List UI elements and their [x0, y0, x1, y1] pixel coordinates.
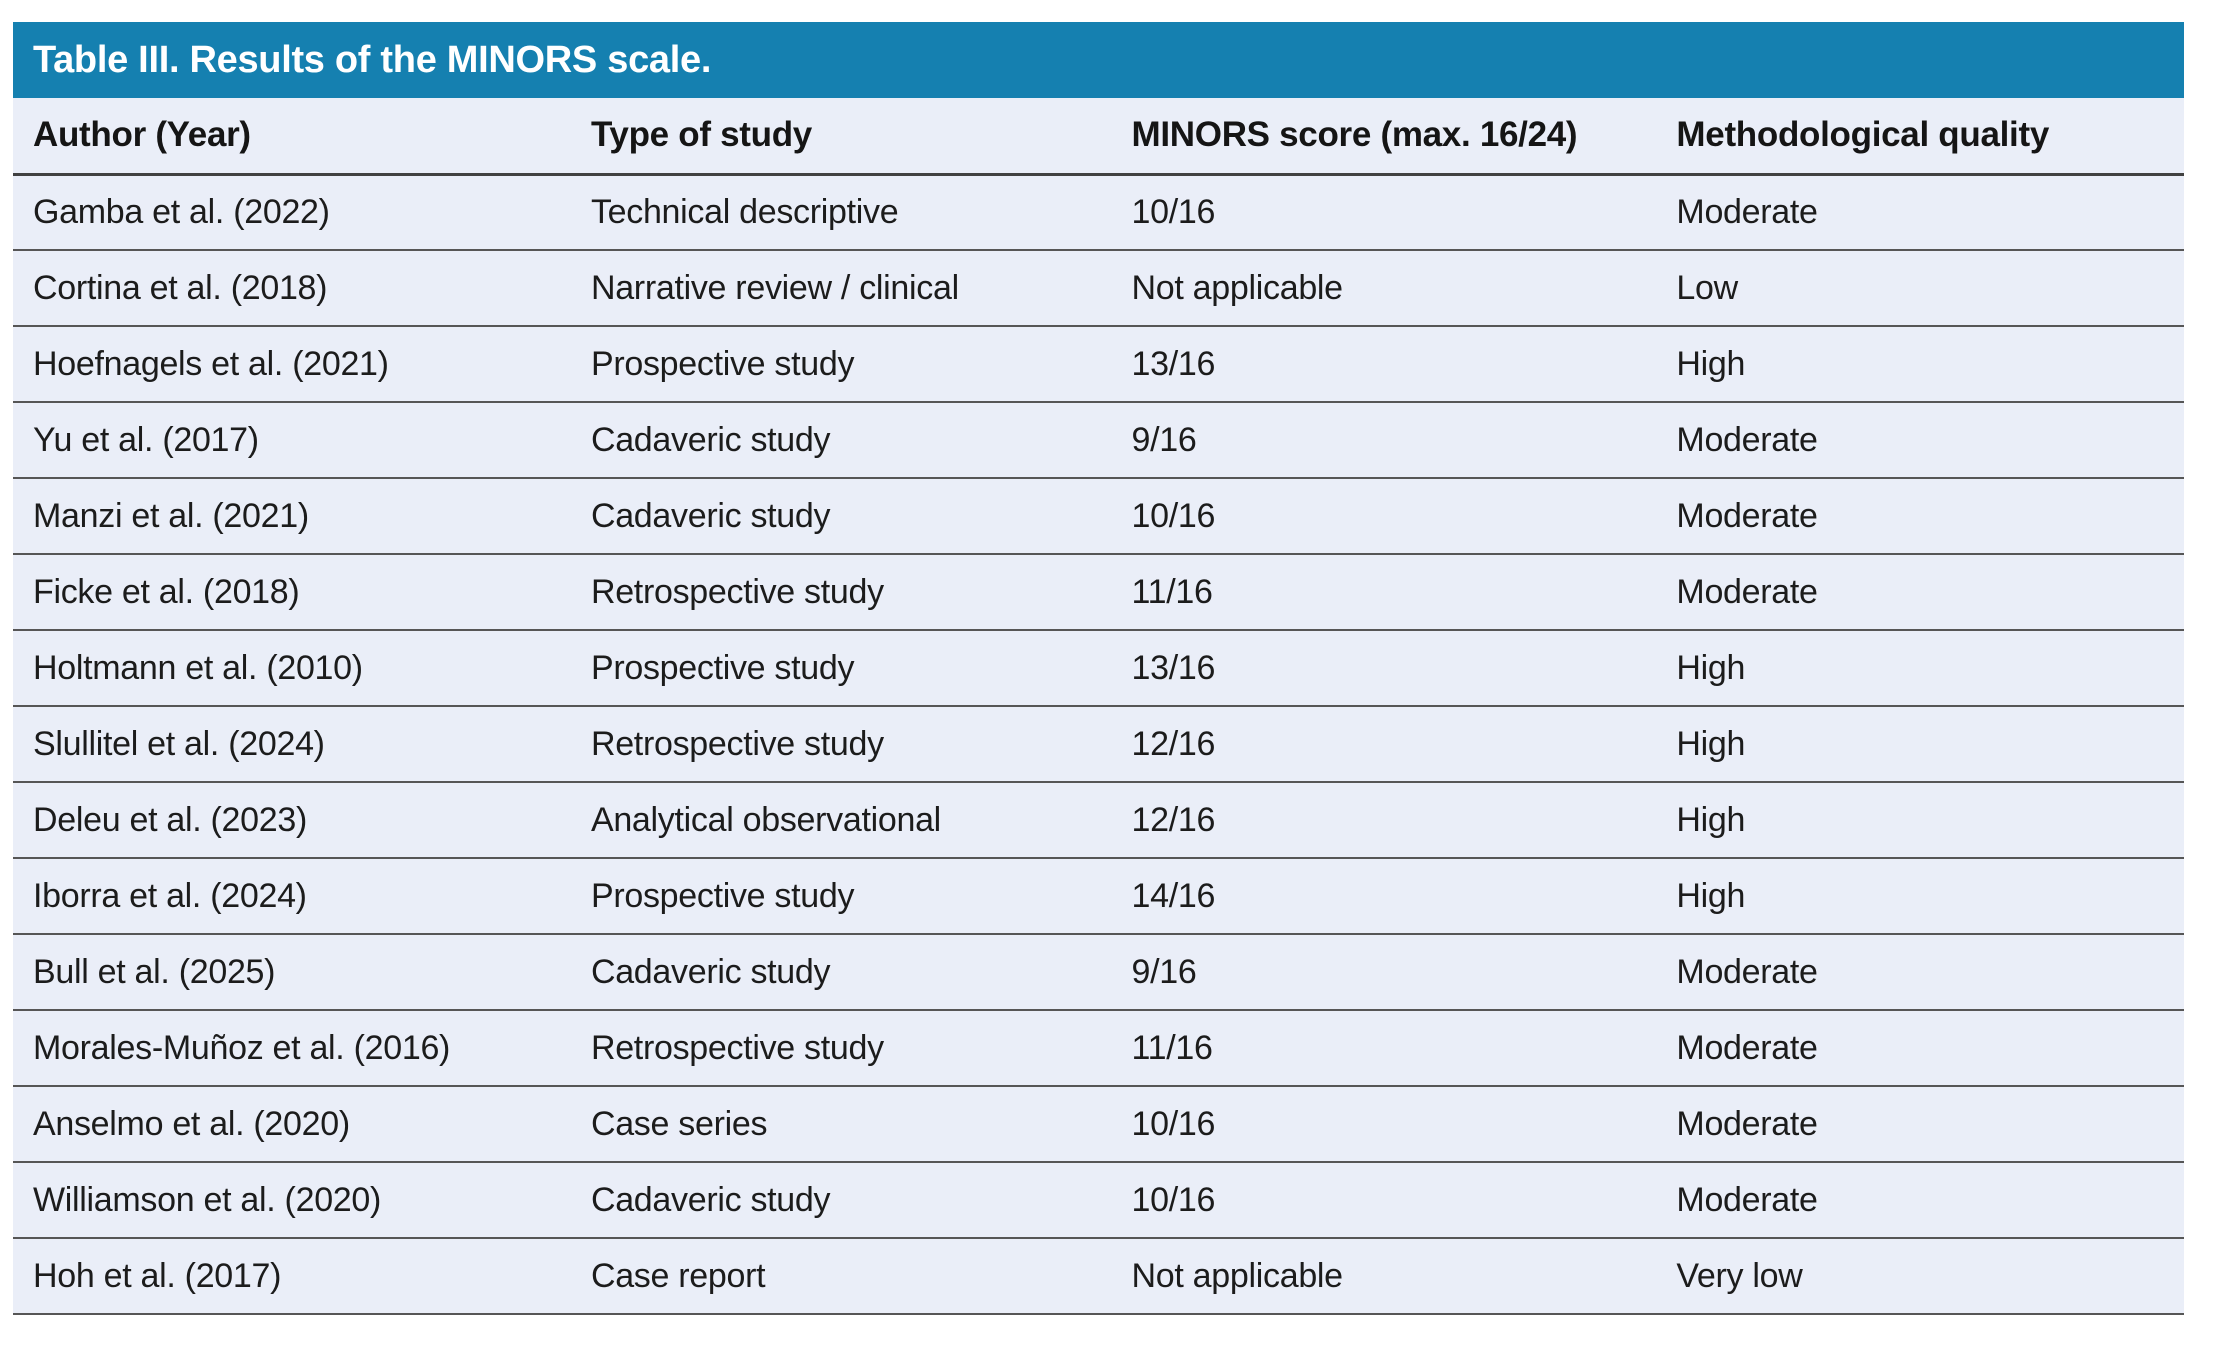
- minors-table: Author (Year) Type of study MINORS score…: [13, 98, 2184, 1315]
- cell-author: Bull et al. (2025): [13, 934, 571, 1011]
- table-row: Deleu et al. (2023) Analytical observati…: [13, 782, 2184, 859]
- table-row: Holtmann et al. (2010) Prospective study…: [13, 630, 2184, 707]
- table-row: Hoh et al. (2017) Case report Not applic…: [13, 1238, 2184, 1315]
- cell-methodological-quality: High: [1656, 858, 2184, 935]
- cell-author: Morales-Muñoz et al. (2016): [13, 1010, 571, 1087]
- cell-methodological-quality: High: [1656, 782, 2184, 859]
- cell-methodological-quality: Moderate: [1656, 934, 2184, 1011]
- cell-minors-score: 10/16: [1111, 174, 1657, 251]
- cell-methodological-quality: Moderate: [1656, 1086, 2184, 1163]
- cell-type-of-study: Prospective study: [570, 858, 1112, 935]
- table-row: Yu et al. (2017) Cadaveric study 9/16 Mo…: [13, 402, 2184, 479]
- cell-methodological-quality: Moderate: [1656, 402, 2184, 479]
- column-header-author: Author (Year): [13, 98, 571, 176]
- cell-minors-score: 10/16: [1111, 1162, 1657, 1239]
- cell-type-of-study: Cadaveric study: [570, 934, 1112, 1011]
- column-header-type-of-study: Type of study: [570, 98, 1112, 176]
- table-title-bar: Table III. Results of the MINORS scale.: [13, 22, 2184, 98]
- table-row: Hoefnagels et al. (2021) Prospective stu…: [13, 326, 2184, 403]
- cell-type-of-study: Retrospective study: [570, 706, 1112, 783]
- cell-methodological-quality: Moderate: [1656, 554, 2184, 631]
- cell-author: Hoh et al. (2017): [13, 1238, 571, 1315]
- cell-minors-score: 12/16: [1111, 706, 1657, 783]
- cell-minors-score: Not applicable: [1111, 1238, 1657, 1315]
- cell-author: Holtmann et al. (2010): [13, 630, 571, 707]
- cell-type-of-study: Retrospective study: [570, 1010, 1112, 1087]
- table-row: Ficke et al. (2018) Retrospective study …: [13, 554, 2184, 631]
- cell-methodological-quality: High: [1656, 706, 2184, 783]
- cell-minors-score: Not applicable: [1111, 250, 1657, 327]
- cell-author: Deleu et al. (2023): [13, 782, 571, 859]
- table-row: Morales-Muñoz et al. (2016) Retrospectiv…: [13, 1010, 2184, 1087]
- cell-methodological-quality: Very low: [1656, 1238, 2184, 1315]
- table-row: Gamba et al. (2022) Technical descriptiv…: [13, 174, 2184, 251]
- cell-author: Cortina et al. (2018): [13, 250, 571, 327]
- cell-minors-score: 11/16: [1111, 1010, 1657, 1087]
- cell-methodological-quality: Low: [1656, 250, 2184, 327]
- cell-minors-score: 9/16: [1111, 934, 1657, 1011]
- cell-author: Hoefnagels et al. (2021): [13, 326, 571, 403]
- cell-methodological-quality: Moderate: [1656, 1162, 2184, 1239]
- cell-author: Anselmo et al. (2020): [13, 1086, 571, 1163]
- cell-methodological-quality: High: [1656, 326, 2184, 403]
- cell-author: Slullitel et al. (2024): [13, 706, 571, 783]
- cell-minors-score: 11/16: [1111, 554, 1657, 631]
- cell-type-of-study: Cadaveric study: [570, 1162, 1112, 1239]
- cell-minors-score: 10/16: [1111, 478, 1657, 555]
- cell-type-of-study: Case series: [570, 1086, 1112, 1163]
- table-row: Cortina et al. (2018) Narrative review /…: [13, 250, 2184, 327]
- table-row: Williamson et al. (2020) Cadaveric study…: [13, 1162, 2184, 1239]
- table-row: Iborra et al. (2024) Prospective study 1…: [13, 858, 2184, 935]
- header-row: Author (Year) Type of study MINORS score…: [13, 98, 2184, 176]
- table-row: Anselmo et al. (2020) Case series 10/16 …: [13, 1086, 2184, 1163]
- cell-author: Ficke et al. (2018): [13, 554, 571, 631]
- table-row: Slullitel et al. (2024) Retrospective st…: [13, 706, 2184, 783]
- cell-author: Iborra et al. (2024): [13, 858, 571, 935]
- cell-type-of-study: Cadaveric study: [570, 478, 1112, 555]
- cell-type-of-study: Cadaveric study: [570, 402, 1112, 479]
- cell-minors-score: 14/16: [1111, 858, 1657, 935]
- cell-methodological-quality: Moderate: [1656, 174, 2184, 251]
- cell-author: Williamson et al. (2020): [13, 1162, 571, 1239]
- cell-author: Gamba et al. (2022): [13, 174, 571, 251]
- table-header: Author (Year) Type of study MINORS score…: [13, 98, 2184, 176]
- column-header-methodological-quality: Methodological quality: [1656, 98, 2184, 176]
- cell-type-of-study: Retrospective study: [570, 554, 1112, 631]
- table-row: Bull et al. (2025) Cadaveric study 9/16 …: [13, 934, 2184, 1011]
- cell-methodological-quality: High: [1656, 630, 2184, 707]
- table-body: Gamba et al. (2022) Technical descriptiv…: [13, 174, 2184, 1315]
- table-title: Table III. Results of the MINORS scale.: [33, 38, 712, 81]
- cell-type-of-study: Prospective study: [570, 630, 1112, 707]
- cell-type-of-study: Technical descriptive: [570, 174, 1112, 251]
- column-header-minors-score: MINORS score (max. 16/24): [1111, 98, 1657, 176]
- cell-minors-score: 10/16: [1111, 1086, 1657, 1163]
- minors-results-table-card: Table III. Results of the MINORS scale. …: [13, 22, 2184, 1315]
- cell-type-of-study: Prospective study: [570, 326, 1112, 403]
- cell-type-of-study: Analytical observational: [570, 782, 1112, 859]
- cell-methodological-quality: Moderate: [1656, 478, 2184, 555]
- cell-minors-score: 13/16: [1111, 630, 1657, 707]
- cell-minors-score: 9/16: [1111, 402, 1657, 479]
- cell-type-of-study: Narrative review / clinical: [570, 250, 1112, 327]
- cell-type-of-study: Case report: [570, 1238, 1112, 1315]
- cell-minors-score: 13/16: [1111, 326, 1657, 403]
- table-row: Manzi et al. (2021) Cadaveric study 10/1…: [13, 478, 2184, 555]
- cell-author: Manzi et al. (2021): [13, 478, 571, 555]
- cell-minors-score: 12/16: [1111, 782, 1657, 859]
- cell-methodological-quality: Moderate: [1656, 1010, 2184, 1087]
- cell-author: Yu et al. (2017): [13, 402, 571, 479]
